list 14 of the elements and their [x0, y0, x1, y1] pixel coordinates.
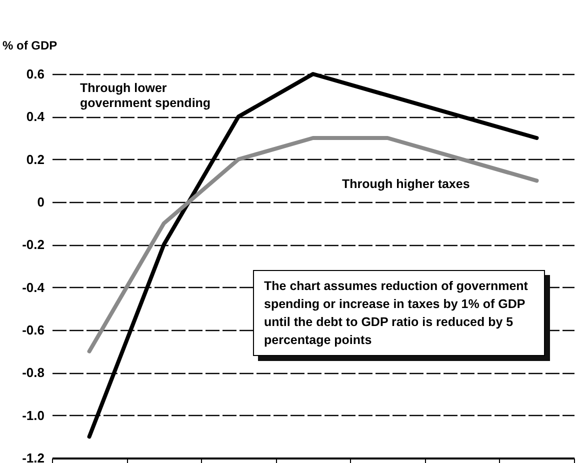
y-tick-label: -1.2	[22, 450, 44, 463]
text: Through lower government spending	[80, 81, 211, 110]
y-tick-label: -0.2	[22, 237, 44, 252]
y-tick-label: -0.8	[22, 365, 44, 380]
y-axis-title: % of GDP	[2, 38, 58, 52]
y-tick-label: 0.6	[26, 66, 44, 82]
y-tick-label: 0.2	[26, 152, 44, 167]
line-series	[87, 136, 539, 354]
y-tick-label: -0.6	[22, 322, 44, 338]
y-tick-label: 0.4	[26, 109, 46, 124]
y-tick-label: -1.0	[22, 408, 44, 423]
y-tick-label: 0	[37, 194, 44, 210]
y-tick-label: -0.4	[22, 280, 46, 295]
series-label: Through higher taxes	[342, 177, 470, 191]
